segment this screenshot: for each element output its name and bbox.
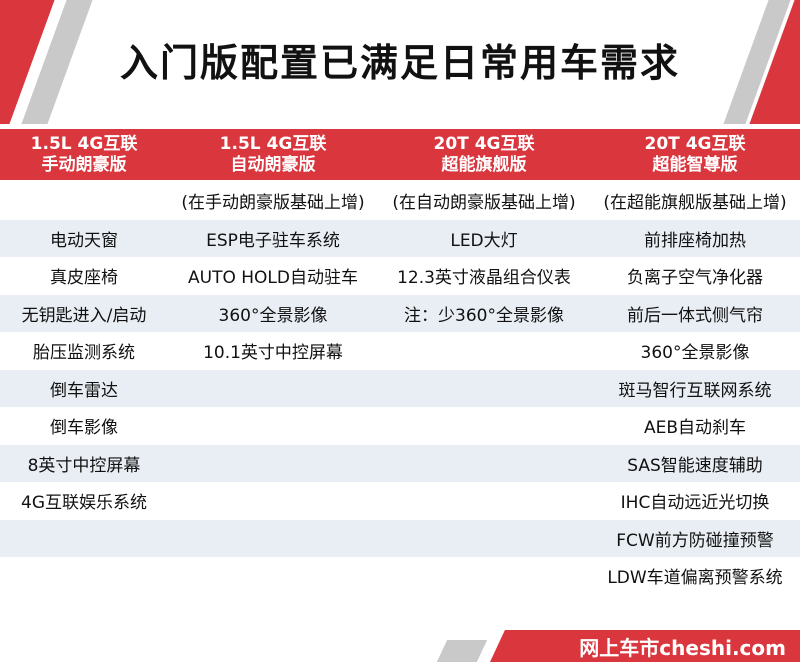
table-cell: 前排座椅加热 [644, 230, 746, 251]
table-cell: 360°全景影像 [640, 343, 750, 364]
column-header-1: 1.5L 4G互联 手动朗豪版 [0, 129, 168, 180]
footer-banner: 网上车市cheshi.com [0, 630, 800, 662]
column-header-4: 20T 4G互联 超能智尊版 [590, 129, 800, 180]
table-row: 8英寸中控屏幕 SAS智能速度辅助 [0, 444, 800, 482]
table-row: LDW车道偏离预警系统 [0, 557, 800, 595]
table-cell: 真皮座椅 [50, 268, 118, 289]
table-row: 无钥匙进入/启动 360°全景影像 注：少360°全景影像 前后一体式侧气帘 [0, 294, 800, 332]
table-row: 电动天窗 ESP电子驻车系统 LED大灯 前排座椅加热 [0, 219, 800, 257]
column-header-3: 20T 4G互联 超能旗舰版 [378, 129, 590, 180]
header-banner: 入门版配置已满足日常用车需求 [0, 0, 800, 124]
page-title: 入门版配置已满足日常用车需求 [119, 41, 680, 85]
column-header-2: 1.5L 4G互联 自动朗豪版 [168, 129, 378, 180]
table-cell: 无钥匙进入/启动 [21, 305, 147, 326]
column-header-row: 1.5L 4G互联 手动朗豪版 1.5L 4G互联 自动朗豪版 20T 4G互联… [0, 129, 800, 180]
table-cell: 注：少360°全景影像 [404, 305, 564, 326]
column-header-3-line1: 20T 4G互联 [433, 133, 535, 154]
table-cell: 8英寸中控屏幕 [27, 455, 141, 476]
table-cell: 斑马智行互联网系统 [618, 380, 772, 401]
table-row: 真皮座椅 AUTO HOLD自动驻车 12.3英寸液晶组合仪表 负离子空气净化器 [0, 257, 800, 295]
column-header-2-line1: 1.5L 4G互联 [219, 133, 327, 154]
column-header-2-line2: 自动朗豪版 [230, 154, 316, 175]
table-cell: 电动天窗 [50, 230, 118, 251]
table-cell: 10.1英寸中控屏幕 [203, 343, 343, 364]
table-row: (在手动朗豪版基础上增) (在自动朗豪版基础上增) (在超能旗舰版基础上增) [0, 182, 800, 220]
config-table: (在手动朗豪版基础上增) (在自动朗豪版基础上增) (在超能旗舰版基础上增) 电… [0, 182, 800, 595]
table-cell: 负离子空气净化器 [627, 268, 763, 289]
table-cell: ESP电子驻车系统 [206, 230, 340, 251]
table-cell: 倒车影像 [50, 418, 118, 439]
table-row: 倒车影像 AEB自动刹车 [0, 407, 800, 445]
table-row: 倒车雷达 斑马智行互联网系统 [0, 369, 800, 407]
table-cell: AEB自动刹车 [643, 418, 747, 439]
table-cell: 倒车雷达 [50, 380, 118, 401]
table-cell: 4G互联娱乐系统 [21, 493, 147, 514]
table-cell: LDW车道偏离预警系统 [607, 568, 783, 589]
table-cell: (在自动朗豪版基础上增) [392, 193, 576, 214]
decor-footer-grey [436, 640, 488, 662]
table-cell: 360°全景影像 [218, 305, 328, 326]
column-header-1-line1: 1.5L 4G互联 [30, 133, 138, 154]
table-cell: IHC自动远近光切换 [620, 493, 770, 514]
brand-watermark: 网上车市cheshi.com [579, 636, 786, 660]
table-cell: AUTO HOLD自动驻车 [188, 268, 358, 289]
column-header-4-line1: 20T 4G互联 [644, 133, 746, 154]
table-cell: (在手动朗豪版基础上增) [181, 193, 365, 214]
table-cell: 前后一体式侧气帘 [627, 305, 763, 326]
table-cell: FCW前方防碰撞预警 [616, 530, 774, 551]
table-cell: SAS智能速度辅助 [627, 455, 763, 476]
table-row: 胎压监测系统 10.1英寸中控屏幕 360°全景影像 [0, 332, 800, 370]
table-cell: 胎压监测系统 [33, 343, 135, 364]
table-cell: LED大灯 [450, 230, 518, 251]
column-header-3-line2: 超能旗舰版 [441, 154, 527, 175]
column-header-1-line2: 手动朗豪版 [41, 154, 127, 175]
table-cell: (在超能旗舰版基础上增) [603, 193, 787, 214]
table-cell: 12.3英寸液晶组合仪表 [397, 268, 571, 289]
column-header-4-line2: 超能智尊版 [652, 154, 738, 175]
table-row: 4G互联娱乐系统 IHC自动远近光切换 [0, 482, 800, 520]
table-row: FCW前方防碰撞预警 [0, 519, 800, 557]
